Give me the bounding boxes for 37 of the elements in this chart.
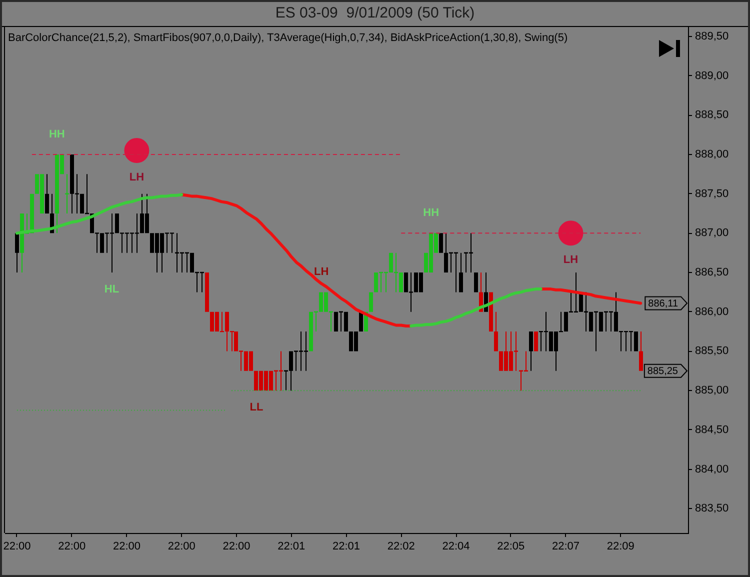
x-tick-label: 22:00 <box>168 540 196 553</box>
text: HH <box>48 128 65 141</box>
y-tick-label: 889,50 <box>695 30 729 42</box>
annotation: BarColorChance(21,5,2), SmartFibos(907,0,0,Daily), T3Average(High,0,7,34), BidAskPriceAction(1,30,8), Swing(5) <box>8 32 568 44</box>
x-tick-label: 22:00 <box>112 540 140 553</box>
text: HH <box>423 207 440 220</box>
x-tick-label: 22:01 <box>332 540 360 553</box>
chart-title: ES 03-09 9/01/2009 (50 Tick) <box>275 4 475 22</box>
y-tick-label: 885,00 <box>695 384 729 397</box>
y-tick-label: 884,00 <box>695 463 729 476</box>
x-tick-label: 22:07 <box>552 540 580 553</box>
x-tick-label: 22:00 <box>222 540 250 553</box>
x-tick-label: 22:01 <box>278 540 306 553</box>
y-tick-label: 885,50 <box>695 345 729 358</box>
y-tick-label: 884,50 <box>695 424 729 436</box>
text: HL <box>104 284 120 296</box>
x-tick-label: 22:09 <box>606 540 634 553</box>
x-tick-label: 22:00 <box>3 540 31 553</box>
x-tick-label: 22:05 <box>497 540 525 553</box>
y-tick-label: 886,00 <box>695 306 729 318</box>
x-tick-label: 22:04 <box>442 540 470 553</box>
y-tick-label: 883,50 <box>695 502 729 515</box>
y-tick-label: 888,50 <box>695 109 729 122</box>
data-label: LH <box>563 254 578 266</box>
y-tick-label: 888,00 <box>695 148 729 161</box>
y-tick-label: 886,50 <box>695 266 729 279</box>
y-tick-label: 889,00 <box>695 70 729 82</box>
data-label: LH <box>129 172 144 184</box>
candlestick <box>65 174 69 214</box>
text: 885,25 <box>647 366 678 378</box>
x-tick-label: 22:00 <box>58 540 86 553</box>
y-tick-label: 887,50 <box>695 188 729 200</box>
x-tick-label: 22:02 <box>387 540 415 553</box>
data-label: 886,11 <box>648 298 678 310</box>
y-tick-label: 887,00 <box>695 227 729 240</box>
text: LL <box>250 402 264 414</box>
text: LH <box>314 266 329 278</box>
